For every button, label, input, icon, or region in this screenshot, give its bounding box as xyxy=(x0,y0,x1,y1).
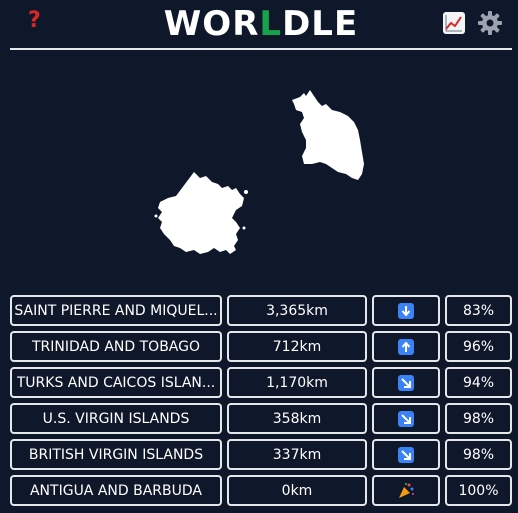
arrow-down-right-icon xyxy=(398,410,414,427)
guess-country: ANTIGUA AND BARBUDA xyxy=(10,475,222,506)
guess-country: U.S. VIRGIN ISLANDS xyxy=(10,403,222,434)
guess-row: TURKS AND CAICOS ISLAN... 1,170km 94% xyxy=(10,367,512,398)
guess-distance: 712km xyxy=(227,331,367,362)
guess-direction xyxy=(372,439,440,470)
guess-direction xyxy=(372,331,440,362)
title-accent: L xyxy=(259,4,283,44)
party-popper-icon xyxy=(399,482,414,498)
guess-row: SAINT PIERRE AND MIQUEL... 3,365km 83% xyxy=(10,295,512,326)
barbuda-shape xyxy=(292,90,364,180)
guess-distance: 337km xyxy=(227,439,367,470)
guess-row: TRINIDAD AND TOBAGO 712km 96% xyxy=(10,331,512,362)
guess-distance: 1,170km xyxy=(227,367,367,398)
guess-row: ANTIGUA AND BARBUDA 0km 100% xyxy=(10,475,512,506)
guess-country: TRINIDAD AND TOBAGO xyxy=(10,331,222,362)
guess-distance: 3,365km xyxy=(227,295,367,326)
chart-increasing-icon[interactable] xyxy=(443,12,465,34)
guess-distance: 358km xyxy=(227,403,367,434)
guess-list: SAINT PIERRE AND MIQUEL... 3,365km 83% TRIN… xyxy=(10,295,512,511)
guess-country: SAINT PIERRE AND MIQUEL... xyxy=(10,295,222,326)
title-start: WOR xyxy=(163,4,260,44)
help-icon[interactable]: ? xyxy=(28,8,41,33)
app-title: WORLDLE xyxy=(10,4,512,44)
guess-row: BRITISH VIRGIN ISLANDS 337km 98% xyxy=(10,439,512,470)
title-end: DLE xyxy=(282,4,359,44)
guess-direction xyxy=(372,475,440,506)
guess-proximity: 83% xyxy=(445,295,512,326)
app-header: ? WORLDLE xyxy=(10,0,512,50)
guess-proximity: 96% xyxy=(445,331,512,362)
guess-row: U.S. VIRGIN ISLANDS 358km 98% xyxy=(10,403,512,434)
gear-icon[interactable] xyxy=(477,10,503,36)
arrow-up-icon xyxy=(398,338,414,355)
antigua-shape xyxy=(158,172,244,254)
country-silhouette xyxy=(0,60,518,280)
guess-country: BRITISH VIRGIN ISLANDS xyxy=(10,439,222,470)
guess-distance: 0km xyxy=(227,475,367,506)
guess-proximity: 98% xyxy=(445,439,512,470)
guess-proximity: 98% xyxy=(445,403,512,434)
guess-direction xyxy=(372,403,440,434)
arrow-down-right-icon xyxy=(398,446,414,463)
guess-proximity: 94% xyxy=(445,367,512,398)
guess-direction xyxy=(372,367,440,398)
guess-proximity: 100% xyxy=(445,475,512,506)
guess-country: TURKS AND CAICOS ISLAN... xyxy=(10,367,222,398)
guess-direction xyxy=(372,295,440,326)
arrow-down-icon xyxy=(398,302,414,319)
arrow-down-right-icon xyxy=(398,374,414,391)
